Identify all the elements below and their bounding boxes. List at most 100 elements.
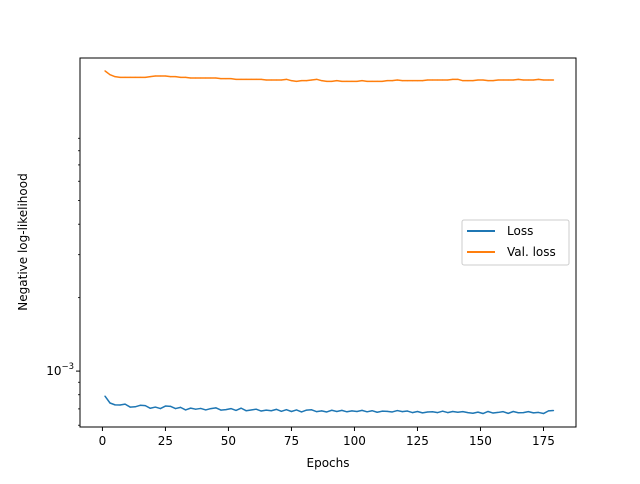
data-point-loss <box>144 405 146 407</box>
data-point-loss <box>497 411 499 414</box>
data-point-loss <box>522 411 524 414</box>
data-point-loss <box>200 407 202 410</box>
data-point-loss <box>346 411 348 413</box>
data-point-loss <box>391 411 393 413</box>
data-point-val-loss <box>316 78 318 80</box>
data-point-val-loss <box>205 77 207 79</box>
data-point-val-loss <box>482 79 484 81</box>
data-point-val-loss <box>552 79 555 81</box>
x-tick-label: 150 <box>469 434 492 448</box>
data-point-loss <box>104 395 106 397</box>
data-point-loss <box>205 409 207 411</box>
data-point-val-loss <box>527 79 529 81</box>
y-tick-label-exponent: −3 <box>61 362 74 372</box>
data-point-val-loss <box>351 80 353 82</box>
data-point-val-loss <box>502 79 504 81</box>
data-point-loss <box>537 411 540 414</box>
data-point-val-loss <box>240 78 242 80</box>
data-point-val-loss <box>512 79 514 81</box>
data-point-val-loss <box>416 80 419 82</box>
data-point-loss <box>547 410 550 412</box>
data-point-val-loss <box>230 78 232 80</box>
data-point-val-loss <box>275 79 277 81</box>
data-point-loss <box>477 411 479 413</box>
data-point-loss <box>210 407 212 410</box>
data-point-loss <box>215 407 217 409</box>
data-point-loss <box>396 409 398 412</box>
series-points-val-loss <box>104 70 555 82</box>
data-point-loss <box>174 407 177 410</box>
data-point-loss <box>169 405 172 407</box>
data-point-loss <box>124 403 126 405</box>
data-point-val-loss <box>235 78 237 80</box>
data-point-val-loss <box>321 80 323 82</box>
y-axis-label: Negative log-likelihood <box>16 173 30 310</box>
data-point-loss <box>195 408 197 410</box>
series-line-val-loss <box>104 70 554 83</box>
data-point-val-loss <box>457 78 459 80</box>
data-point-val-loss <box>426 79 429 81</box>
data-point-val-loss <box>477 79 479 81</box>
data-point-val-loss <box>260 78 262 80</box>
data-point-val-loss <box>452 78 454 80</box>
data-point-loss <box>245 410 247 412</box>
data-point-loss <box>437 411 439 414</box>
data-point-loss <box>119 404 121 406</box>
data-point-loss <box>270 410 272 412</box>
data-point-loss <box>331 409 333 411</box>
data-point-val-loss <box>144 76 146 78</box>
data-point-val-loss <box>215 77 217 79</box>
data-point-loss <box>527 411 529 413</box>
data-point-loss <box>240 407 242 409</box>
data-point-val-loss <box>517 78 519 80</box>
x-tick-label: 0 <box>99 434 107 448</box>
data-point-loss <box>366 411 368 413</box>
data-point-loss <box>467 411 469 414</box>
data-point-loss <box>300 411 303 413</box>
data-point-val-loss <box>537 78 540 80</box>
data-point-val-loss <box>401 80 403 82</box>
data-point-loss <box>185 409 187 411</box>
x-tick-label: 125 <box>406 434 429 448</box>
data-point-val-loss <box>200 77 202 79</box>
data-point-loss <box>311 409 313 411</box>
data-point-val-loss <box>547 79 550 81</box>
data-point-loss <box>164 405 167 407</box>
legend: Loss Val. loss <box>461 219 570 266</box>
data-point-val-loss <box>381 80 383 82</box>
data-point-val-loss <box>361 80 363 82</box>
data-point-val-loss <box>421 80 424 82</box>
data-point-val-loss <box>245 78 247 80</box>
data-point-loss <box>517 412 519 414</box>
data-point-val-loss <box>250 78 252 80</box>
data-point-val-loss <box>431 79 434 81</box>
data-point-val-loss <box>124 76 126 78</box>
series-layer <box>104 70 555 415</box>
data-point-loss <box>179 406 182 408</box>
data-point-loss <box>139 404 141 406</box>
data-point-loss <box>275 408 277 410</box>
data-point-val-loss <box>220 78 222 80</box>
data-point-val-loss <box>391 80 393 82</box>
data-point-loss <box>532 412 535 414</box>
data-point-loss <box>421 412 424 414</box>
data-point-val-loss <box>159 75 161 77</box>
data-point-val-loss <box>285 78 288 80</box>
data-point-val-loss <box>492 80 494 82</box>
data-point-loss <box>361 409 363 412</box>
x-tick-label: 75 <box>284 434 299 448</box>
data-point-val-loss <box>326 80 328 82</box>
data-point-loss <box>305 409 308 411</box>
data-point-loss <box>492 412 494 414</box>
data-point-val-loss <box>104 70 106 72</box>
data-point-loss <box>114 404 116 406</box>
series-points-loss <box>104 395 555 415</box>
data-point-val-loss <box>467 80 469 82</box>
data-point-loss <box>134 406 136 408</box>
data-point-loss <box>452 410 454 413</box>
data-point-loss <box>401 411 403 413</box>
data-point-loss <box>149 407 151 409</box>
data-point-val-loss <box>336 80 338 82</box>
data-point-val-loss <box>280 79 282 81</box>
data-point-loss <box>235 409 237 412</box>
